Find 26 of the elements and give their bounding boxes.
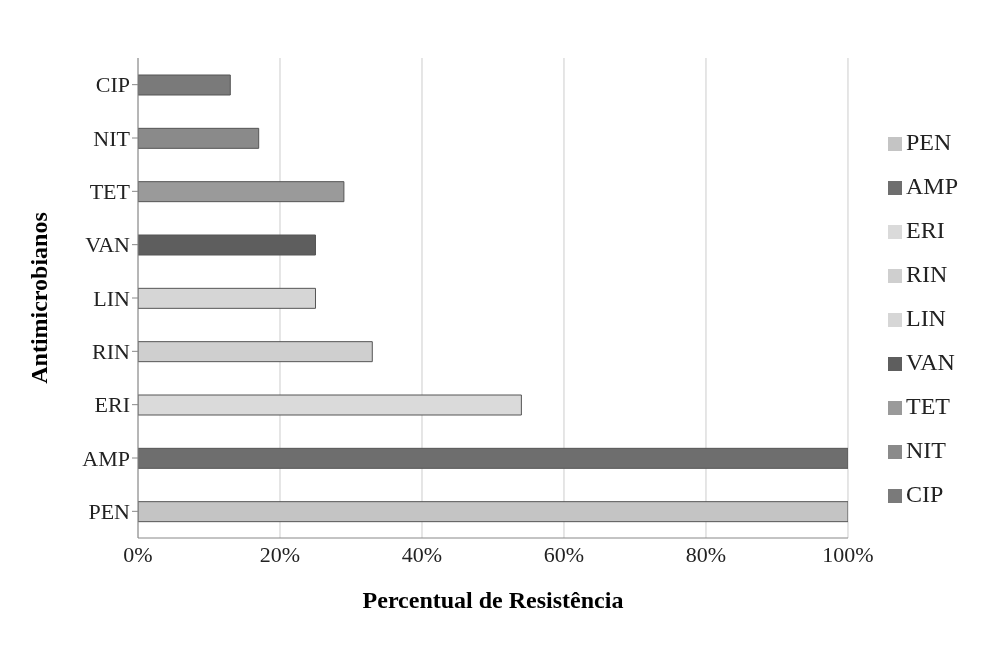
legend-label: AMP [905, 173, 958, 199]
x-tick-label: 40% [401, 541, 443, 567]
legend-label: LIN [905, 305, 946, 331]
y-axis-title: Antimicrobianos [25, 212, 52, 384]
legend-label: CIP [905, 481, 944, 507]
legend-label: TET [905, 393, 950, 419]
y-tick-label: NIT [93, 125, 131, 151]
legend-label: ERI [905, 217, 945, 243]
legend-label: NIT [905, 437, 946, 463]
y-tick-label: AMP [82, 445, 130, 471]
legend-label: PEN [905, 129, 952, 155]
y-tick-label: TET [89, 179, 131, 205]
x-tick-label: 60% [543, 541, 585, 567]
x-tick-label: 20% [259, 541, 301, 567]
x-axis-title: Percentual de Resistência [362, 587, 624, 613]
y-tick-label: CIP [95, 72, 130, 98]
x-tick-label: 80% [685, 541, 727, 567]
y-tick-label: ERI [94, 392, 130, 418]
legend-label: RIN [905, 261, 948, 287]
y-tick-label: PEN [88, 499, 131, 525]
y-tick-label: RIN [92, 339, 131, 365]
legend-label: VAN [905, 349, 955, 375]
y-tick-label: LIN [93, 285, 131, 311]
x-tick-label: 100% [822, 541, 874, 567]
y-tick-label: VAN [85, 232, 131, 258]
x-tick-label: 0% [123, 541, 153, 567]
